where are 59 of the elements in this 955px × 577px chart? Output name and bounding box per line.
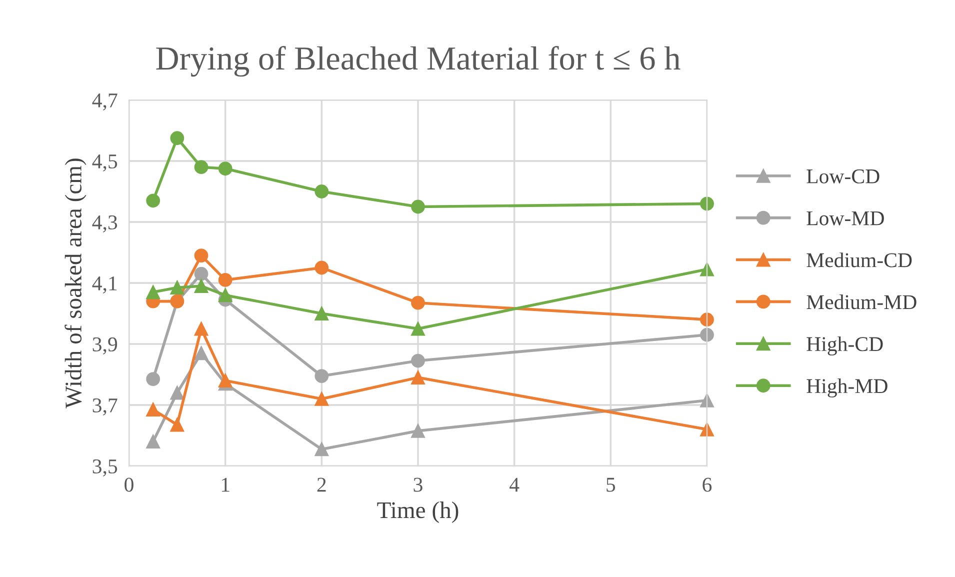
point: [170, 280, 184, 295]
y-tick-label: 4,7: [92, 94, 118, 110]
point: [146, 402, 160, 417]
point: [314, 260, 329, 275]
point: [700, 196, 714, 211]
point: [170, 418, 184, 432]
y-tick-label: 3,9: [92, 337, 118, 354]
point: [194, 160, 208, 174]
point: [700, 328, 714, 342]
y-tick-label: 4,1: [92, 276, 117, 294]
legend-label: High-CD: [806, 336, 883, 356]
y-axis-title: Width of soaked area (cm): [64, 158, 86, 408]
point: [194, 322, 208, 336]
x-tick-label: 2: [317, 478, 326, 492]
point: [218, 273, 232, 287]
point: [218, 162, 232, 176]
y-tick-label: 4,5: [92, 154, 118, 172]
point: [194, 248, 208, 262]
legend-label: Medium-CD: [806, 252, 912, 268]
point: [411, 354, 425, 368]
point: [218, 374, 232, 388]
point: [700, 422, 714, 436]
point: [411, 322, 425, 336]
point: [194, 346, 208, 360]
point: [411, 296, 425, 310]
point: [218, 288, 232, 302]
point: [314, 306, 329, 320]
legend-label: Low-MD: [806, 211, 884, 226]
x-tick-label: 1: [222, 478, 230, 492]
point: [700, 312, 714, 327]
point: [700, 393, 714, 408]
x-tick-label: 0: [124, 478, 134, 492]
point: [170, 131, 184, 146]
point: [146, 285, 160, 300]
point: [146, 372, 160, 386]
chart-title: Drying of Bleached Material for t ≤ 6 h: [156, 46, 680, 77]
legend-label: High-MD: [806, 378, 888, 398]
point: [411, 424, 425, 438]
point: [314, 184, 329, 198]
legend-label: Medium-MD: [806, 294, 916, 310]
point: [146, 434, 160, 449]
y-tick-label: 3,5: [92, 459, 118, 476]
y-tick-label: 4,3: [92, 215, 118, 232]
legend-label: Low-CD: [806, 169, 880, 184]
point: [411, 200, 425, 214]
x-tick-label: 4: [510, 478, 520, 492]
x-tick-label: 5: [606, 478, 616, 492]
point: [314, 369, 329, 383]
x-axis-title: Time (h): [377, 502, 458, 523]
point: [170, 386, 184, 400]
point: [146, 194, 160, 208]
x-tick-label: 3: [414, 478, 422, 492]
point: [411, 370, 425, 384]
point: [314, 392, 329, 406]
x-tick-label: 6: [702, 478, 712, 492]
point: [314, 442, 329, 456]
point: [194, 266, 208, 281]
point: [194, 279, 208, 293]
y-tick-label: 3,7: [92, 398, 118, 416]
